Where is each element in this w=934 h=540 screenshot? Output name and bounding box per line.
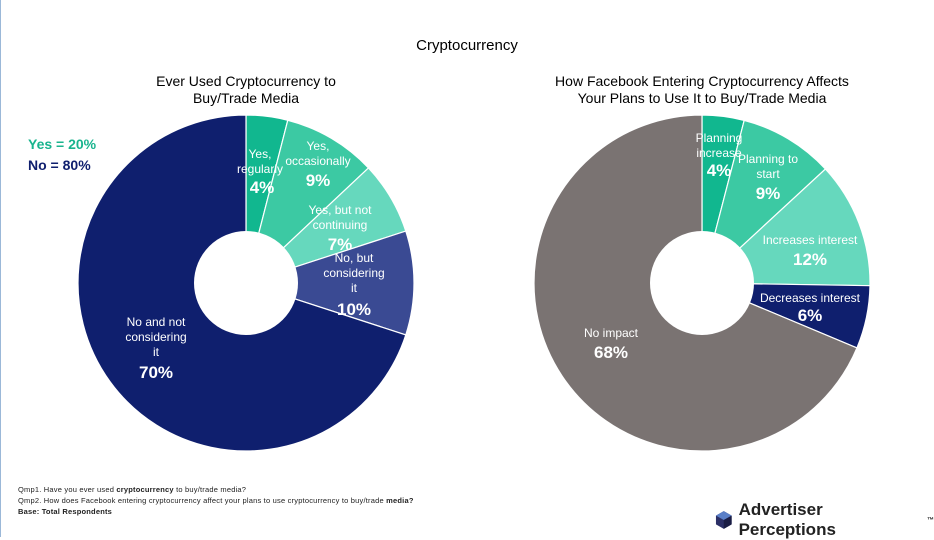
brand-name: Advertiser Perceptions [738,500,836,539]
chart-1-slice-5-label-line-1: No and not [127,315,186,329]
chart-1-slice-2-label-line-1: Yes, [307,139,330,153]
chart-2-slice-5-value-label: 68% [594,343,628,362]
footnote-q2-bold: media? [386,496,414,505]
chart-2-donut-hole [650,231,754,335]
chart-2-title-line-1: How Facebook Entering Cryptocurrency Aff… [555,73,849,89]
chart-1-slice-4-label-line-1: No, but [335,251,374,265]
chart-1-slice-4 [244,230,415,336]
footnote-q2: Qmp2. How does Facebook entering cryptoc… [18,495,414,506]
advertiser-perceptions-logo-icon [715,511,732,529]
brand-logo-block: Advertiser Perceptions ™ [714,500,934,540]
chart-1-slice-2-value-label: 9% [306,171,331,190]
chart-1-slice-2-label-line-2: occasionally [285,154,350,168]
chart-1-slice-3-value-label: 7% [328,235,353,254]
footnotes: Qmp1. Have you ever used cryptocurrency … [18,484,414,517]
brand-trademark: ™ [927,516,934,524]
chart-2-slice-2-value-label: 9% [756,184,781,203]
chart-2-slice-4-value-label: 6% [798,306,823,325]
chart-2-title-line-2: Your Plans to Use It to Buy/Trade Media [577,90,827,106]
left-edge-rule [0,0,1,537]
chart-1-donut-hole [194,231,298,335]
chart-2-slice-4-label-line-1: Decreases interest [760,291,861,305]
footnote-q1-pre: Qmp1. Have you ever used [18,485,117,494]
chart-2-slice-1-label-line-1: Planning [696,131,743,145]
chart-1-slice-4-label-line-3: it [351,281,358,295]
chart-1-title: Ever Used Cryptocurrency to Buy/Trade Me… [66,73,426,107]
chart-1-slice-1-value-label: 4% [250,178,275,197]
summary-yes: Yes = 20% [28,136,97,152]
chart-2-slice-2-label-line-2: start [756,167,780,181]
summary-no: No = 80% [28,157,91,173]
page-title: Cryptocurrency [416,37,518,54]
footnote-base: Base: Total Respondents [18,506,414,517]
chart-1-slice-3-label-line-1: Yes, but not [309,203,373,217]
chart-1-slice-4-value-label: 10% [337,300,371,319]
footnote-q1-bold: cryptocurrency [116,485,174,494]
chart-1-title-line-2: Buy/Trade Media [192,90,300,106]
chart-1-title-line-1: Ever Used Cryptocurrency to [156,73,336,89]
chart-1-slice-3-label-line-2: continuing [313,218,368,232]
chart-2-slice-2-label-line-1: Planning to [738,152,798,166]
chart-2-title: How Facebook Entering Cryptocurrency Aff… [522,73,882,107]
chart-2-slice-1-value-label: 4% [707,161,732,180]
footnote-q1-post: to buy/trade media? [173,485,247,494]
chart-2-slice-5-label-line-1: No impact [584,326,639,340]
chart-1-slice-1-label-line-1: Yes, [249,147,272,161]
chart-1-slice-1-label-line-2: regularly [237,162,283,176]
chart-1-slice-5-value-label: 70% [139,363,173,382]
footnote-q1: Qmp1. Have you ever used cryptocurrency … [18,484,414,495]
chart-1-slice-5-label-line-3: it [153,345,160,359]
footnote-base-text: Base: Total Respondents [18,507,113,516]
chart-2-slice-3-value-label: 12% [793,250,827,269]
chart-2-slice-1-label-line-2: increase [696,146,742,160]
yes-no-summary: Yes = 20% No = 80% [28,134,96,176]
chart-1-slice-5-label-line-2: considering [125,330,186,344]
chart-2-slice-3-label-line-1: Increases interest [763,233,858,247]
chart-1-slice-4-label-line-2: considering [323,266,384,280]
footnote-q2-pre: Qmp2. How does Facebook entering cryptoc… [18,496,387,505]
